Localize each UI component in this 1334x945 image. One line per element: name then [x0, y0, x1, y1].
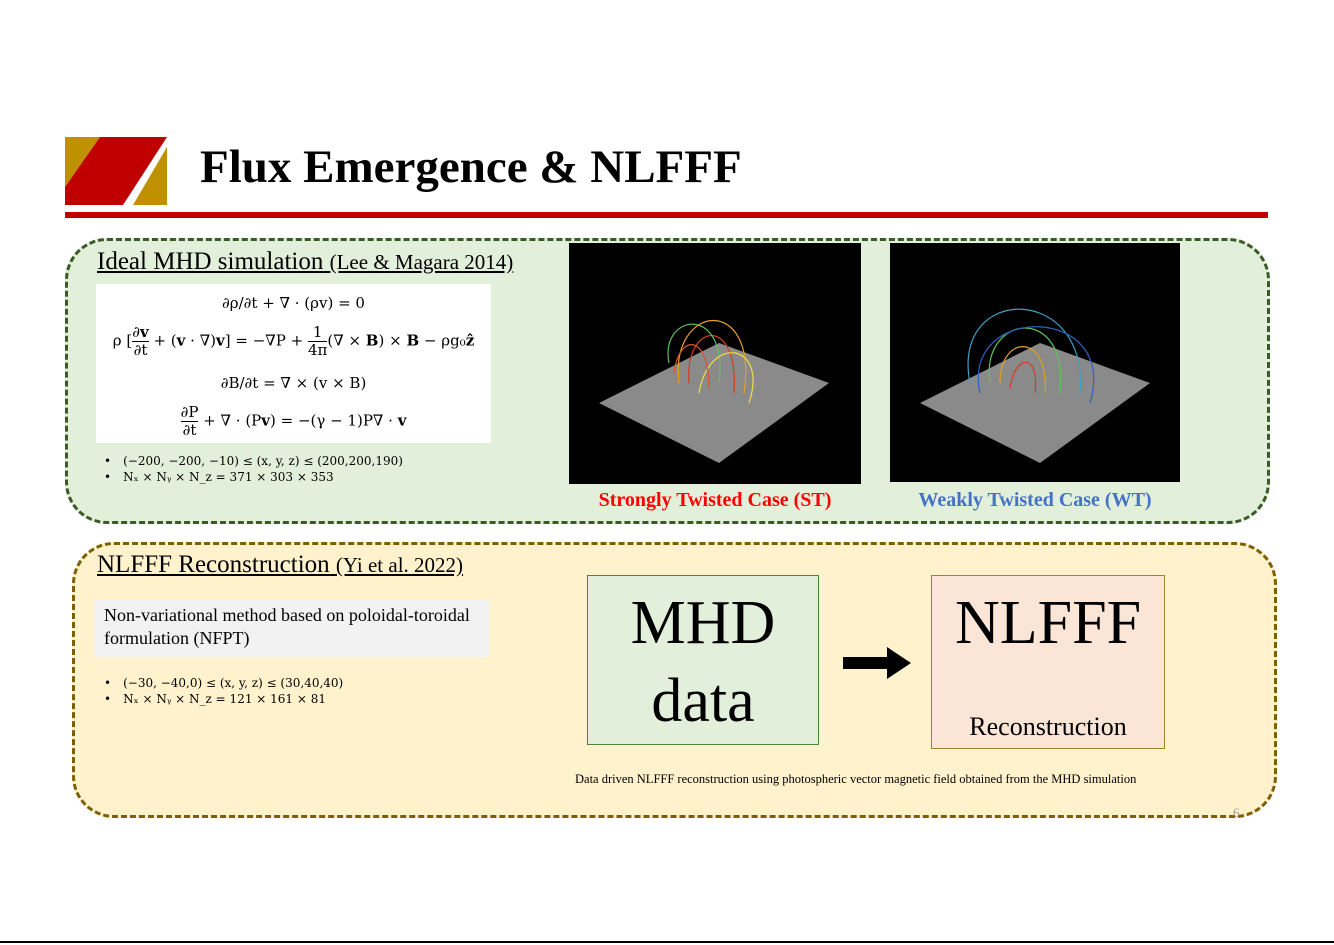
st-simulation-image — [569, 243, 861, 484]
mhd-heading: Ideal MHD simulation (Lee & Magara 2014) — [97, 248, 514, 275]
induction-equation: ∂B/∂t = ∇ × (v × B) — [220, 374, 367, 392]
title-divider — [65, 212, 1268, 218]
wt-caption: Weakly Twisted Case (WT) — [918, 489, 1152, 511]
page-title: Flux Emergence & NLFFF — [200, 141, 742, 193]
nlfff-heading: NLFFF Reconstruction (Yi et al. 2022) — [97, 551, 464, 578]
arrow-right-icon — [843, 647, 911, 679]
nlfff-box: NLFFF Reconstruction — [931, 575, 1165, 749]
bottom-border — [0, 941, 1334, 943]
flow-caption: Data driven NLFFF reconstruction using p… — [575, 772, 1137, 786]
nlfff-bullets: (−30, −40,0) ≤ (x, y, z) ≤ (30,40,40) Nₓ… — [104, 675, 343, 707]
energy-equation: ∂P ∂t + ∇ · (Pv) = −(γ − 1)P∇ · v — [180, 403, 407, 439]
st-caption: Strongly Twisted Case (ST) — [598, 489, 832, 511]
continuity-equation: ∂ρ/∂t + ∇ · (ρv) = 0 — [222, 294, 365, 312]
wt-simulation-image — [890, 243, 1180, 482]
mhd-bullets: (−200, −200, −10) ≤ (x, y, z) ≤ (200,200… — [104, 453, 403, 485]
mhd-data-box: MHD data — [587, 575, 819, 745]
momentum-equation: ρ [∂v ∂t + (v · ∇)v] = −∇P + 1 4π (∇ × B) ×… — [112, 323, 475, 359]
page-number: 6 — [1233, 805, 1240, 820]
method-box: Non-variational method based on poloidal… — [94, 600, 489, 657]
equations-box: ∂ρ/∂t + ∇ · (ρv) = 0 ρ [∂v ∂t + (v · ∇)v]… — [96, 284, 491, 443]
logo — [65, 137, 167, 205]
